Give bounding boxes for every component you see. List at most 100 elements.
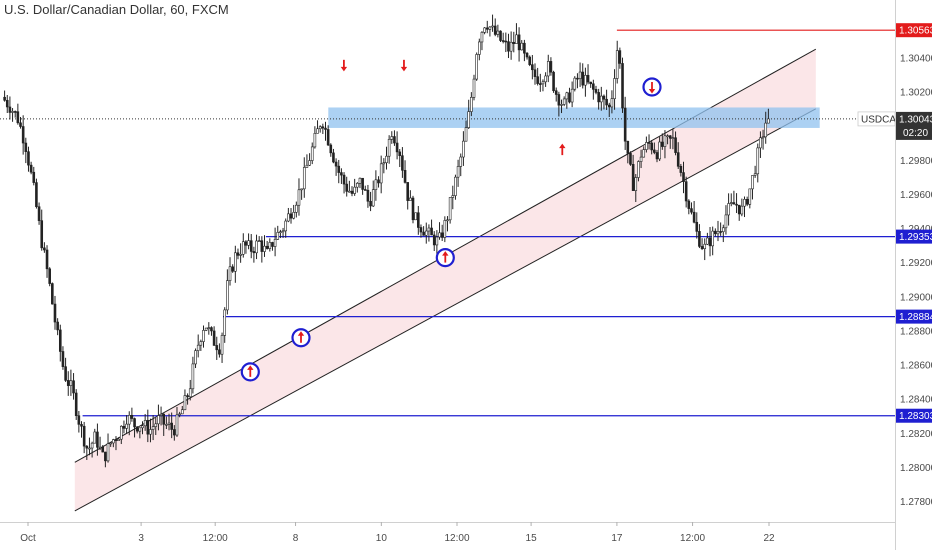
candle-body-269 bbox=[716, 231, 720, 235]
candle-body-188 bbox=[501, 40, 505, 42]
candle-body-115 bbox=[308, 160, 311, 166]
candle-body-192 bbox=[512, 41, 516, 44]
candle-body-67 bbox=[180, 409, 184, 415]
candle-body-8 bbox=[24, 142, 28, 152]
candle-body-246 bbox=[655, 152, 659, 160]
price-tick-label: 1.29200 bbox=[900, 258, 932, 269]
candle-body-55 bbox=[149, 429, 152, 435]
candle-body-181 bbox=[483, 27, 486, 33]
candle-body-141 bbox=[377, 179, 380, 184]
candle-body-283 bbox=[753, 173, 757, 176]
candle-body-133 bbox=[356, 183, 359, 188]
candle-body-128 bbox=[342, 174, 346, 185]
level-tag-3 bbox=[896, 408, 932, 423]
candle-body-132 bbox=[353, 186, 356, 194]
candle-body-10 bbox=[29, 164, 33, 173]
candle-body-193 bbox=[515, 34, 518, 44]
candle-body-45 bbox=[122, 425, 126, 429]
candle-body-279 bbox=[743, 198, 746, 207]
candle-body-196 bbox=[523, 42, 526, 54]
candle-body-284 bbox=[756, 147, 760, 175]
candle-body-61 bbox=[165, 424, 168, 426]
candle-body-200 bbox=[533, 69, 537, 77]
price-tick-label: 1.29000 bbox=[900, 292, 932, 303]
candle-body-99 bbox=[265, 245, 269, 249]
candle-body-252 bbox=[671, 137, 675, 140]
candle-body-130 bbox=[348, 190, 351, 193]
candle-body-259 bbox=[690, 208, 693, 213]
candle-body-125 bbox=[334, 161, 338, 167]
level-tag-1 bbox=[896, 229, 932, 244]
price-tick-label: 1.28800 bbox=[900, 326, 932, 337]
candle-body-102 bbox=[273, 238, 277, 247]
candle-body-257 bbox=[684, 181, 688, 202]
candle-body-1 bbox=[5, 99, 9, 108]
candle-body-121 bbox=[324, 127, 327, 130]
arrow-up-6 bbox=[240, 362, 260, 382]
candle-body-95 bbox=[255, 240, 258, 254]
candle-body-37 bbox=[101, 446, 105, 453]
candle-body-214 bbox=[570, 88, 574, 103]
candle-body-227 bbox=[605, 98, 608, 106]
resistance-zone bbox=[328, 107, 820, 128]
symbol-tag-label: USDCAD bbox=[861, 114, 903, 125]
arrow-up-5 bbox=[291, 328, 311, 348]
arrow-down-1 bbox=[400, 59, 408, 72]
candle-body-118 bbox=[316, 128, 319, 134]
candle-body-101 bbox=[271, 242, 274, 247]
annotation-arrows bbox=[240, 59, 662, 382]
candle-body-218 bbox=[581, 71, 585, 86]
candle-body-100 bbox=[268, 242, 272, 249]
candle-body-187 bbox=[499, 30, 502, 41]
candle-body-24 bbox=[66, 380, 70, 386]
candle-body-144 bbox=[385, 155, 388, 163]
candle-body-80 bbox=[215, 345, 219, 351]
candle-body-197 bbox=[525, 52, 529, 58]
candle-body-229 bbox=[610, 98, 614, 108]
price-tick-label: 1.29400 bbox=[900, 224, 932, 235]
candle-body-212 bbox=[565, 92, 569, 100]
resistance-zone-rect bbox=[328, 107, 820, 128]
chart-title: U.S. Dollar/Canadian Dollar, 60, FXCM bbox=[4, 2, 229, 17]
candle-body-208 bbox=[554, 90, 558, 95]
candle-body-112 bbox=[300, 188, 303, 191]
candle-body-244 bbox=[650, 142, 653, 151]
candle-body-223 bbox=[594, 89, 598, 93]
candle-body-73 bbox=[196, 344, 200, 351]
candle-body-176 bbox=[470, 97, 473, 112]
candle-body-103 bbox=[276, 231, 280, 240]
candle-body-65 bbox=[175, 414, 179, 436]
candle-body-38 bbox=[104, 451, 107, 462]
candle-body-81 bbox=[218, 349, 221, 355]
candle-body-98 bbox=[263, 245, 266, 252]
candle-body-149 bbox=[398, 151, 402, 156]
candle-body-225 bbox=[599, 95, 603, 103]
candle-body-139 bbox=[371, 189, 375, 207]
candle-body-83 bbox=[223, 309, 227, 336]
candle-body-167 bbox=[446, 219, 449, 222]
candle-body-110 bbox=[295, 204, 298, 213]
candle-body-267 bbox=[711, 230, 714, 247]
candle-body-62 bbox=[167, 422, 171, 425]
candle-body-182 bbox=[485, 27, 489, 30]
arrow-down-3 bbox=[642, 77, 662, 97]
candle-body-166 bbox=[443, 220, 447, 238]
time-tick-label: 12:00 bbox=[203, 533, 228, 544]
candle-body-49 bbox=[133, 418, 136, 428]
candle-body-237 bbox=[631, 164, 635, 191]
candle-body-75 bbox=[202, 330, 205, 342]
candle-body-77 bbox=[207, 327, 211, 329]
candle-body-53 bbox=[143, 420, 147, 427]
candle-body-230 bbox=[613, 78, 616, 100]
candle-body-31 bbox=[85, 445, 89, 449]
candle-body-183 bbox=[488, 26, 492, 30]
candle-body-236 bbox=[629, 153, 632, 165]
candle-body-216 bbox=[576, 77, 579, 80]
candle-body-204 bbox=[544, 75, 547, 83]
candle-body-58 bbox=[157, 415, 160, 425]
candle-body-107 bbox=[287, 213, 290, 222]
candle-body-242 bbox=[645, 142, 648, 150]
candle-body-243 bbox=[647, 142, 651, 144]
